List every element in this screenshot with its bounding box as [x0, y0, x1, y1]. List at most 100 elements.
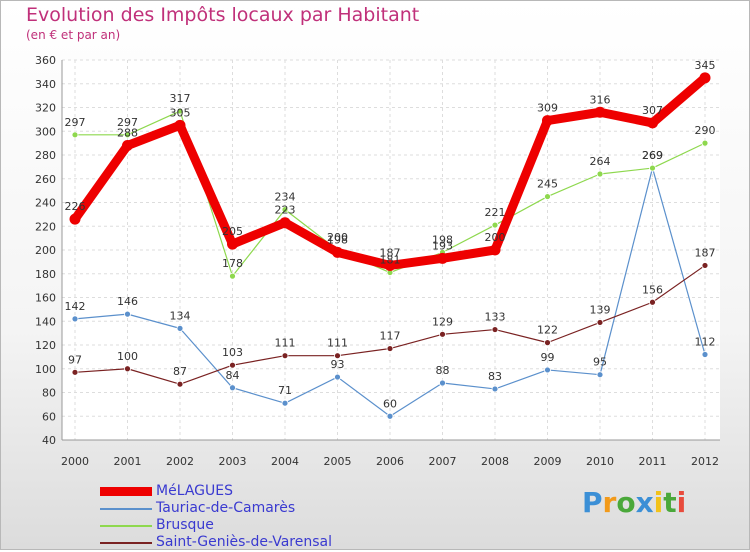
data-label-s0-2008: 200 [485, 231, 506, 244]
data-label-s3-2002: 87 [173, 365, 187, 378]
data-point-s0-2008 [489, 244, 501, 256]
logo-letter-1: r [602, 486, 617, 519]
data-point-s3-2009 [544, 339, 551, 347]
data-point-s2-2004 [281, 206, 289, 214]
data-label-s1-2001: 146 [117, 295, 138, 308]
y-tick-label-240: 240 [35, 197, 56, 210]
data-point-s1-2004 [281, 399, 289, 407]
data-point-s0-2009 [542, 115, 553, 127]
logo-letter-4: i [653, 486, 664, 519]
data-point-s1-2009 [544, 366, 551, 374]
data-point-s3-2012 [701, 262, 709, 269]
data-label-s0-2007: 193 [432, 239, 453, 252]
data-point-s0-2006 [384, 259, 396, 271]
data-point-s0-2007 [437, 252, 448, 264]
data-label-s2-2003: 178 [222, 257, 243, 270]
data-point-s0-2001 [122, 140, 133, 151]
x-tick-label-2010: 2010 [586, 455, 614, 468]
data-label-s1-2005: 93 [331, 358, 345, 371]
data-label-s2-2006: 181 [380, 254, 401, 267]
y-tick-label-160: 160 [35, 292, 56, 305]
data-label-s2-2005: 200 [327, 231, 348, 244]
y-tick-label-140: 140 [35, 315, 56, 328]
y-tick-label-120: 120 [35, 339, 56, 352]
x-tick-label-2011: 2011 [639, 455, 667, 468]
y-tick-label-360: 360 [35, 54, 56, 67]
data-label-s3-2000: 97 [68, 353, 82, 366]
data-point-s2-2001 [124, 131, 131, 139]
data-label-s0-2009: 309 [537, 102, 558, 115]
data-label-s0-2005: 198 [327, 233, 348, 246]
logo-letter-3: x [635, 486, 654, 519]
legend-label-brusque: Brusque [156, 517, 214, 533]
data-point-s2-2002 [176, 107, 184, 115]
data-label-s3-2001: 100 [117, 350, 138, 363]
data-label-s2-2009: 245 [537, 178, 558, 191]
y-tick-label-100: 100 [35, 363, 56, 376]
x-tick-label-2001: 2001 [114, 455, 142, 468]
legend-swatch-saint-genies [100, 542, 152, 544]
data-label-s0-2001: 288 [117, 127, 138, 140]
x-tick-label-2012: 2012 [691, 455, 719, 468]
data-point-s3-2000 [71, 368, 79, 376]
y-tick-label-320: 320 [35, 102, 56, 115]
data-label-s0-2010: 316 [590, 93, 611, 106]
data-point-s3-2008 [491, 326, 499, 333]
data-label-s1-2011: 269 [642, 149, 663, 162]
data-point-s3-2006 [386, 345, 394, 352]
data-label-s1-2009: 99 [541, 351, 555, 364]
legend-swatch-tauriac [100, 508, 152, 510]
x-tick-label-2003: 2003 [219, 455, 247, 468]
legend-label-tauriac: Tauriac-de-Camarès [156, 500, 296, 516]
legend-swatch-brusque [100, 525, 152, 527]
x-tick-label-2005: 2005 [324, 455, 352, 468]
data-point-s3-2005 [334, 352, 341, 360]
data-label-s3-2004: 111 [275, 337, 296, 350]
x-tick-label-2004: 2004 [271, 455, 299, 468]
data-point-s2-2000 [71, 131, 79, 139]
data-label-s1-2012: 112 [695, 336, 716, 349]
data-label-s2-2010: 264 [590, 155, 611, 168]
data-label-s2-2000: 297 [65, 116, 86, 129]
data-point-s2-2008 [491, 221, 499, 229]
data-point-s2-2010 [596, 170, 604, 178]
data-label-s2-2011: 269 [642, 149, 663, 162]
data-label-s3-2008: 133 [485, 311, 506, 324]
data-point-s1-2000 [71, 315, 79, 323]
data-point-s2-2011 [649, 164, 656, 172]
y-tick-label-280: 280 [35, 149, 56, 162]
data-label-s3-2003: 103 [222, 346, 243, 359]
data-point-s0-2004 [279, 217, 291, 229]
data-point-s1-2010 [596, 371, 604, 379]
data-label-s3-2010: 139 [590, 303, 611, 316]
data-point-s1-2008 [491, 385, 499, 393]
y-tick-label-180: 180 [35, 268, 56, 281]
data-point-s2-2009 [544, 193, 551, 200]
data-label-s1-2000: 142 [65, 300, 86, 313]
x-tick-label-2007: 2007 [429, 455, 457, 468]
data-label-s3-2009: 122 [537, 324, 558, 337]
data-point-s1-2001 [124, 310, 131, 318]
data-label-s3-2012: 187 [695, 246, 716, 259]
data-point-s0-2003 [227, 238, 238, 250]
data-label-s3-2005: 111 [327, 337, 348, 350]
y-tick-label-260: 260 [35, 173, 56, 186]
data-label-s2-2002: 317 [170, 92, 191, 105]
data-label-s2-2007: 198 [432, 233, 453, 246]
legend-label-saint-genies: Saint-Geniès-de-Varensal [156, 534, 332, 550]
data-label-s0-2011: 307 [642, 104, 663, 117]
data-label-s3-2006: 117 [380, 330, 401, 343]
data-label-s1-2008: 83 [488, 370, 502, 383]
data-label-s0-2002: 305 [170, 106, 191, 119]
data-label-s1-2003: 84 [226, 369, 240, 382]
data-point-s0-2000 [69, 213, 81, 225]
data-point-s1-2005 [334, 373, 341, 381]
y-tick-label-300: 300 [35, 125, 56, 138]
data-label-s3-2011: 156 [642, 283, 663, 296]
data-point-s0-2010 [594, 106, 606, 118]
data-point-s3-2001 [124, 365, 131, 373]
data-label-s2-2012: 290 [695, 124, 716, 137]
data-label-s1-2007: 88 [436, 364, 450, 377]
data-point-s0-2005 [332, 246, 343, 258]
